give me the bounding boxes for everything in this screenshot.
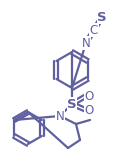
Text: O: O [84,89,94,103]
Text: S: S [97,11,107,24]
Text: O: O [84,104,94,116]
Text: N: N [56,109,64,123]
Text: N: N [82,36,90,49]
Text: C: C [90,24,98,36]
Text: S: S [67,97,77,111]
